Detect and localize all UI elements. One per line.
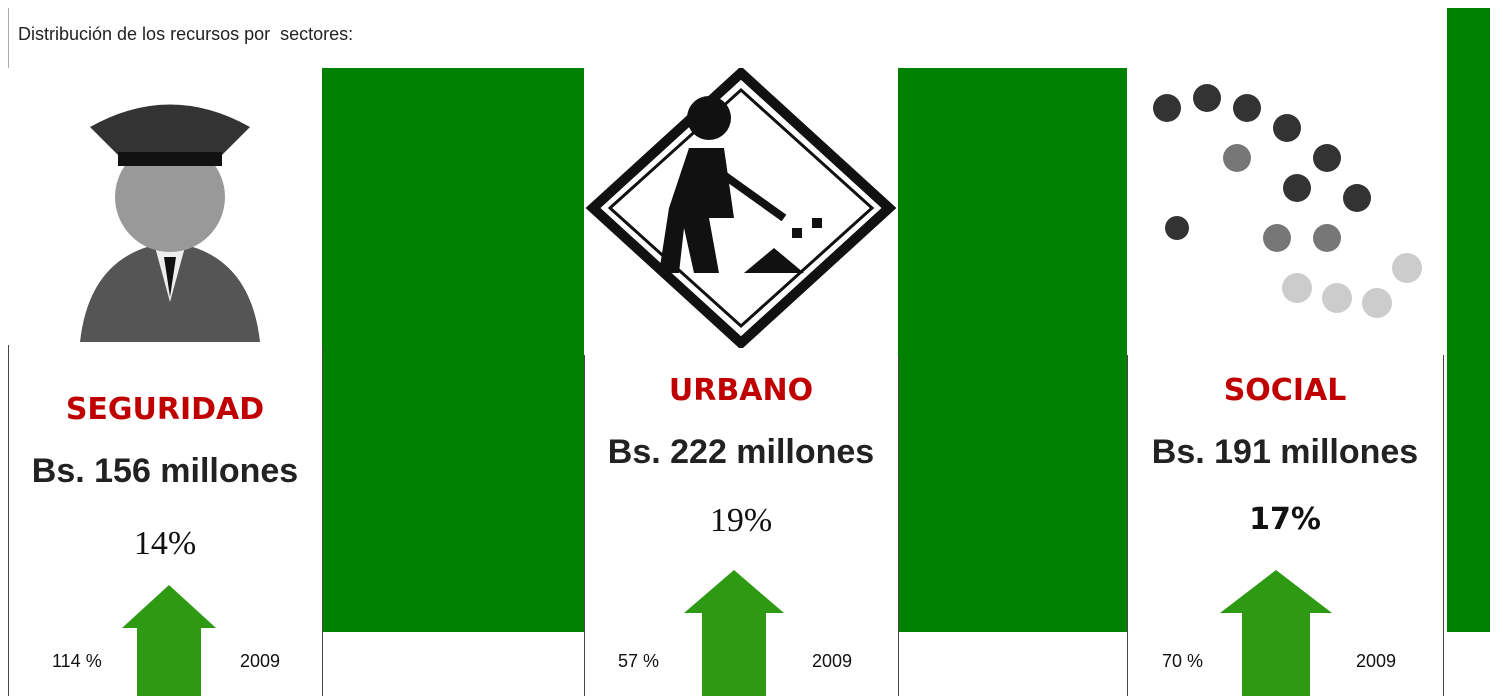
green-column	[1447, 8, 1490, 632]
sector-share: 14%	[8, 525, 322, 563]
up-arrow	[122, 585, 216, 696]
police-icon	[60, 72, 280, 342]
border	[1443, 355, 1444, 696]
up-arrow	[684, 570, 784, 696]
sector-amount: Bs. 222 millones	[584, 433, 898, 472]
year: 2009	[1356, 651, 1396, 672]
sector-amount: Bs. 191 millones	[1127, 433, 1443, 472]
green-column	[898, 68, 1127, 632]
border	[898, 355, 899, 696]
border	[322, 345, 323, 696]
up-arrow	[1220, 570, 1332, 696]
page: Distribución de los recursos por sectore…	[0, 0, 1496, 696]
pawns-image	[1127, 68, 1447, 353]
header-title: Distribución de los recursos por sectore…	[18, 24, 353, 45]
sector-name: SOCIAL	[1127, 373, 1443, 408]
growth: 70 %	[1162, 651, 1203, 672]
sector-name: URBANO	[584, 373, 898, 408]
sector-share: 19%	[584, 502, 898, 540]
sector-amount: Bs. 156 millones	[8, 452, 322, 491]
rule	[8, 8, 9, 68]
growth: 57 %	[618, 651, 659, 672]
growth: 114 %	[52, 651, 102, 672]
sector-name: SEGURIDAD	[8, 392, 322, 427]
year: 2009	[812, 651, 852, 672]
year: 2009	[240, 651, 280, 672]
green-column	[322, 68, 584, 632]
sector-share: 17%	[1127, 502, 1443, 537]
construction-sign	[584, 68, 898, 348]
